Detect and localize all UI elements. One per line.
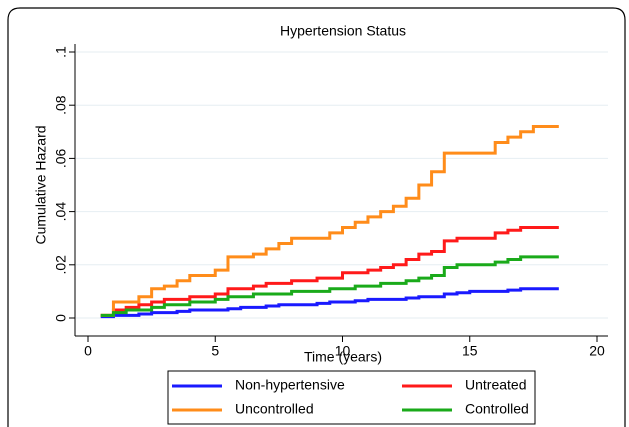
y-tick-label: .02	[53, 255, 69, 275]
y-tick-label: .04	[53, 202, 69, 222]
x-tick-label: 0	[84, 343, 92, 359]
y-tick-label: .1	[53, 46, 69, 58]
series-line	[100, 255, 559, 317]
chart-title: Hypertension Status	[280, 23, 406, 39]
series-line	[100, 226, 559, 317]
legend-label: Untreated	[465, 377, 526, 393]
y-axis-title: Cumulative Hazard	[33, 125, 49, 244]
frame	[7, 7, 626, 427]
y-tick-label: .08	[53, 95, 69, 115]
legend-label: Controlled	[465, 401, 529, 417]
legend-label: Non-hypertensive	[235, 377, 345, 393]
x-tick-label: 15	[462, 343, 478, 359]
legend-label: Uncontrolled	[235, 401, 314, 417]
legend	[167, 370, 536, 425]
x-axis-title: Time (years)	[304, 349, 382, 365]
x-tick-label: 20	[589, 343, 605, 359]
x-tick-label: 5	[211, 343, 219, 359]
y-tick-label: 0	[53, 314, 69, 322]
series-line	[100, 124, 559, 317]
y-tick-label: .06	[53, 148, 69, 168]
x-tick-label: 10	[335, 343, 351, 359]
series-line	[100, 287, 559, 319]
